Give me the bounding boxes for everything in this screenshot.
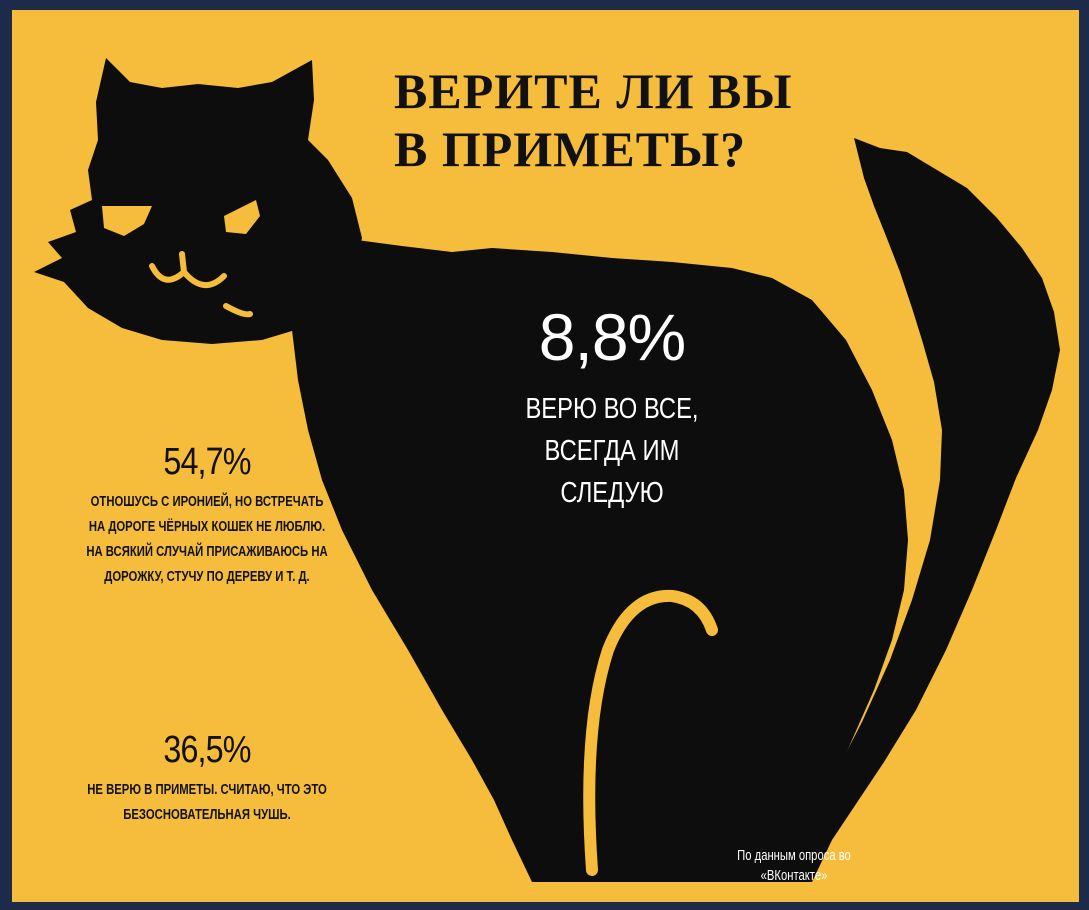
cat-right-eye: [224, 200, 260, 234]
cat-tail: [772, 138, 1060, 882]
stat-ironic-percent: 54,7%: [163, 441, 251, 483]
cat-mouth: [149, 251, 253, 318]
stat-dont-believe-percent: 36,5%: [163, 729, 251, 771]
stat-ironic: 54,7% ОТНОШУСЬ С ИРОНИЕЙ, НО ВСТРЕЧАТЬ Н…: [48, 440, 366, 590]
cat-leg-outline: [583, 589, 718, 876]
stat-believe-all-percent: 8,8%: [538, 300, 686, 374]
title-line-2: В ПРИМЕТЫ?: [394, 121, 747, 177]
source-note: По данным опроса во «ВКонтакте»: [737, 847, 851, 884]
stat-ironic-text: ОТНОШУСЬ С ИРОНИЕЙ, НО ВСТРЕЧАТЬ НА ДОРО…: [86, 494, 328, 585]
stat-believe-all-text: ВЕРЮ ВО ВСЕ, ВСЕГДА ИМ СЛЕДУЮ: [525, 393, 699, 509]
cat-left-eye: [102, 206, 152, 236]
title-line-1: ВЕРИТЕ ЛИ ВЫ: [394, 63, 793, 119]
stat-dont-believe: 36,5% НЕ ВЕРЮ В ПРИМЕТЫ. СЧИТАЮ, ЧТО ЭТО…: [48, 728, 366, 828]
stat-believe-all: 8,8% ВЕРЮ ВО ВСЕ, ВСЕГДА ИМ СЛЕДУЮ: [482, 300, 742, 514]
stat-dont-believe-text: НЕ ВЕРЮ В ПРИМЕТЫ. СЧИТАЮ, ЧТО ЭТО БЕЗОС…: [87, 782, 327, 823]
infographic-panel: ВЕРИТЕ ЛИ ВЫ В ПРИМЕТЫ? 8,8% ВЕРЮ ВО ВСЕ…: [12, 10, 1079, 902]
black-cat-illustration: [34, 58, 1060, 882]
cat-body: [292, 238, 908, 882]
cat-head: [34, 58, 362, 344]
infographic-title: ВЕРИТЕ ЛИ ВЫ В ПРИМЕТЫ?: [394, 62, 894, 178]
